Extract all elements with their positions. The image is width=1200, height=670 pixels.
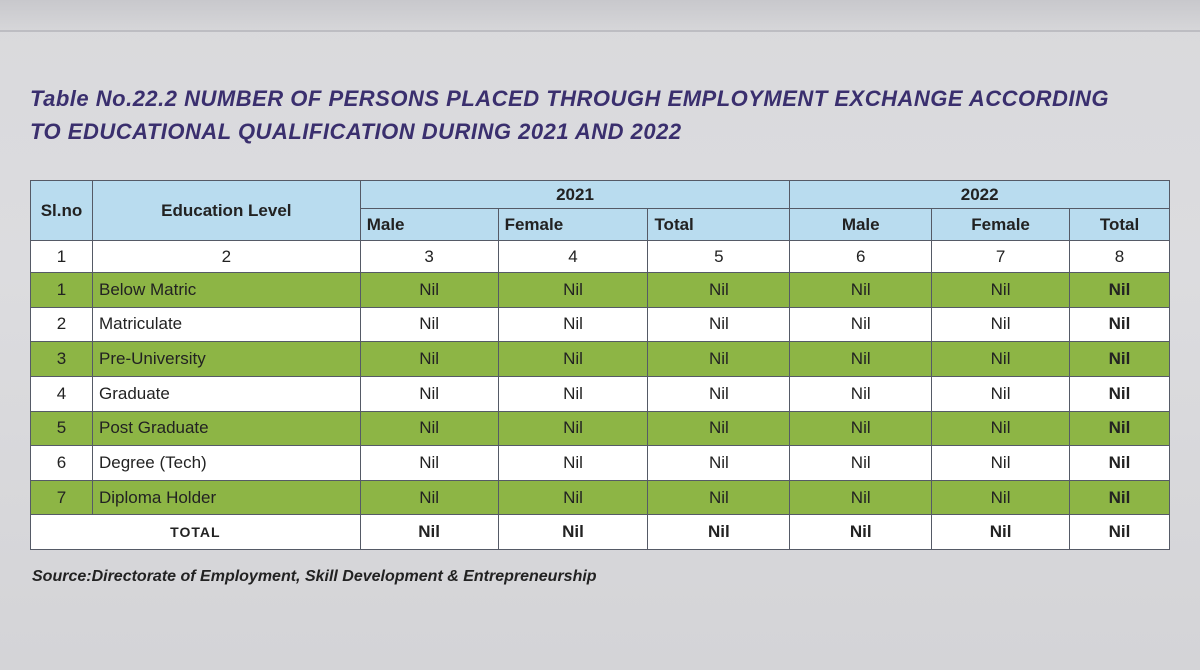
total-row: TOTAL Nil Nil Nil Nil Nil Nil [30,514,1170,550]
total-value: Nil [647,514,791,550]
column-number: 3 [359,240,499,273]
column-number: 2 [91,240,361,273]
row-education-level: Below Matric [91,272,361,308]
row-slno: 5 [30,410,93,447]
column-number: 6 [789,240,933,273]
row-value: Nil [359,306,499,343]
row-value: Nil [1069,341,1170,377]
header-2021-total: Total [647,208,791,241]
row-value: Nil [359,375,499,412]
row-value: Nil [647,479,791,516]
row-value: Nil [497,375,649,412]
total-value: Nil [1069,514,1170,550]
row-value: Nil [1069,306,1170,343]
row-value: Nil [359,341,499,377]
table-row: 3 Pre-University Nil Nil Nil Nil Nil Nil [30,341,1170,377]
row-value: Nil [359,410,499,447]
header-education-level: Education Level [91,180,361,241]
total-value: Nil [359,514,499,550]
table-row: 4 Graduate Nil Nil Nil Nil Nil Nil [30,375,1170,412]
row-education-level: Diploma Holder [91,479,361,516]
row-value: Nil [789,341,933,377]
row-value: Nil [647,410,791,447]
row-value: Nil [789,306,933,343]
row-value: Nil [789,445,933,481]
row-value: Nil [789,479,933,516]
row-value: Nil [497,272,649,308]
header-2022-male: Male [789,208,933,241]
column-number: 4 [497,240,649,273]
column-number: 1 [30,240,93,273]
table-row: 7 Diploma Holder Nil Nil Nil Nil Nil Nil [30,479,1170,516]
header-2021-female: Female [497,208,649,241]
row-value: Nil [497,410,649,447]
column-number: 8 [1069,240,1170,273]
total-value: Nil [931,514,1071,550]
row-education-level: Post Graduate [91,410,361,447]
row-education-level: Matriculate [91,306,361,343]
row-value: Nil [931,306,1071,343]
row-value: Nil [647,306,791,343]
header-2022-female: Female [931,208,1071,241]
table-title-line-1: Table No.22.2 NUMBER OF PERSONS PLACED T… [30,86,1110,111]
row-education-level: Graduate [91,375,361,412]
row-value: Nil [1069,272,1170,308]
total-label: TOTAL [30,514,361,550]
row-value: Nil [497,306,649,343]
column-number-row: 1 2 3 4 5 6 7 8 [30,240,1170,273]
row-value: Nil [931,272,1071,308]
row-value: Nil [497,445,649,481]
table-title: Table No.22.2 NUMBER OF PERSONS PLACED T… [30,82,1180,148]
row-slno: 4 [30,375,93,412]
header-row-gender: Male Female Total Male Female Total [30,208,1170,241]
row-value: Nil [931,410,1071,447]
row-value: Nil [647,272,791,308]
row-slno: 1 [30,272,93,308]
row-slno: 7 [30,479,93,516]
column-number: 7 [931,240,1071,273]
header-year-2022: 2022 [789,180,1170,209]
row-value: Nil [931,445,1071,481]
row-education-level: Degree (Tech) [91,445,361,481]
row-value: Nil [789,410,933,447]
total-value: Nil [789,514,933,550]
table-row: 1 Below Matric Nil Nil Nil Nil Nil Nil [30,272,1170,308]
row-value: Nil [497,479,649,516]
row-slno: 6 [30,445,93,481]
row-value: Nil [789,272,933,308]
header-row-years: Sl.no Education Level 2021 2022 [30,180,1170,241]
row-slno: 2 [30,306,93,343]
row-value: Nil [497,341,649,377]
source-note: Source:Directorate of Employment, Skill … [32,568,597,585]
total-value: Nil [497,514,649,550]
row-value: Nil [359,479,499,516]
row-value: Nil [931,479,1071,516]
header-slno: Sl.no [30,180,93,241]
table-row: 2 Matriculate Nil Nil Nil Nil Nil Nil [30,306,1170,343]
table-title-line-2: TO EDUCATIONAL QUALIFICATION DURING 2021… [30,119,682,144]
page-top-edge [0,0,1200,32]
row-value: Nil [359,445,499,481]
row-value: Nil [789,375,933,412]
header-2021-male: Male [359,208,499,241]
row-slno: 3 [30,341,93,377]
table-row: 5 Post Graduate Nil Nil Nil Nil Nil Nil [30,410,1170,447]
row-value: Nil [1069,445,1170,481]
table-row: 6 Degree (Tech) Nil Nil Nil Nil Nil Nil [30,445,1170,481]
placements-table: Sl.no Education Level 2021 2022 Male Fem… [30,180,1170,550]
row-value: Nil [1069,410,1170,447]
row-value: Nil [647,341,791,377]
column-number: 5 [647,240,791,273]
row-value: Nil [647,375,791,412]
row-value: Nil [647,445,791,481]
header-year-2021: 2021 [359,180,791,209]
row-value: Nil [931,341,1071,377]
row-value: Nil [931,375,1071,412]
row-value: Nil [359,272,499,308]
header-2022-total: Total [1069,208,1170,241]
row-value: Nil [1069,479,1170,516]
row-value: Nil [1069,375,1170,412]
row-education-level: Pre-University [91,341,361,377]
